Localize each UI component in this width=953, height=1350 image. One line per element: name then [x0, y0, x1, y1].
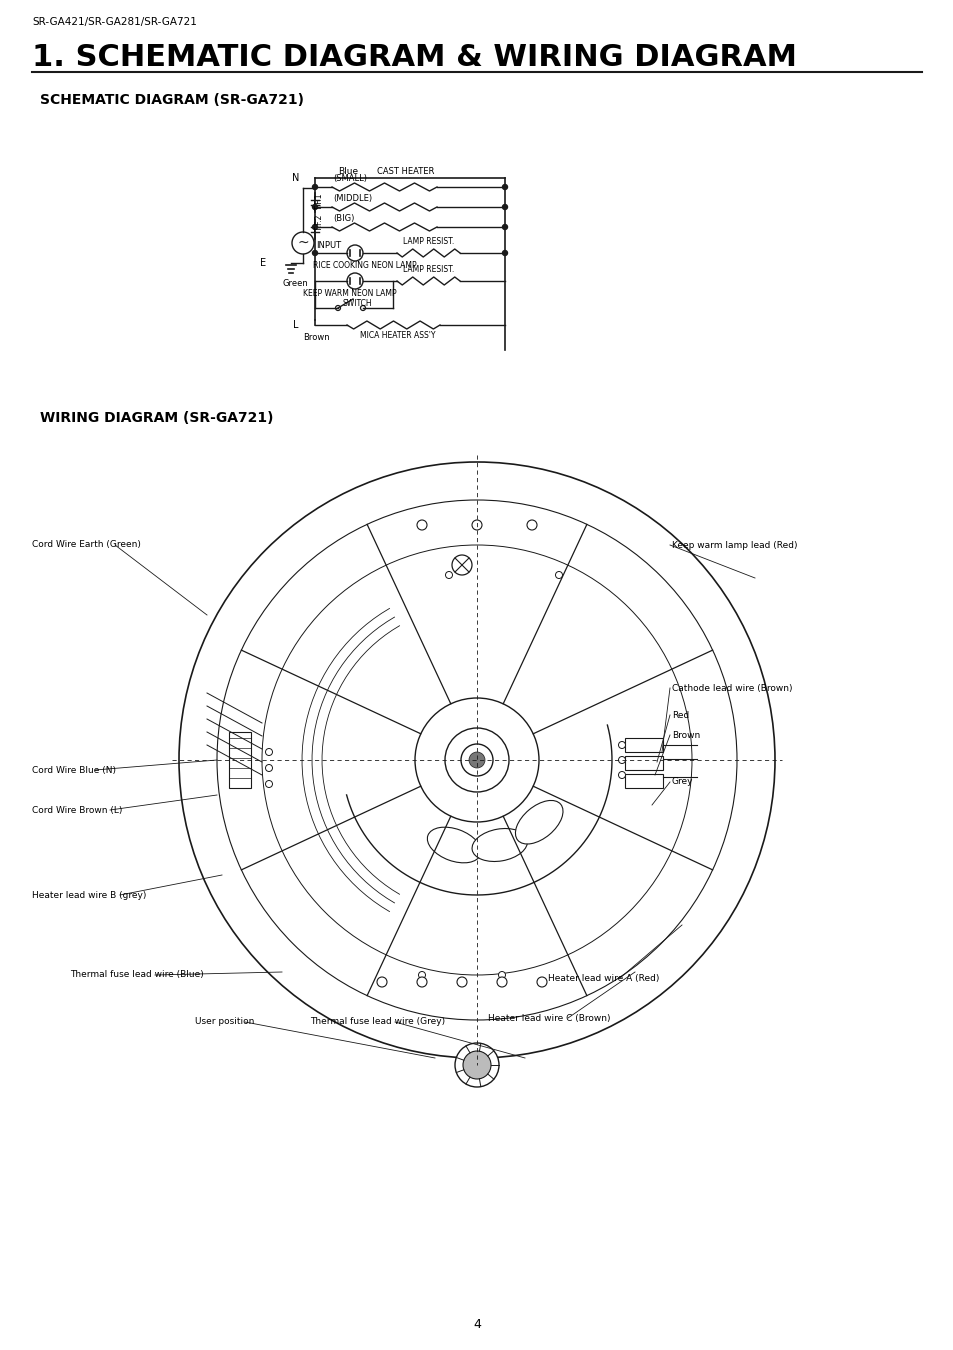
Circle shape — [416, 977, 427, 987]
Circle shape — [265, 764, 273, 771]
Text: 1. SCHEMATIC DIAGRAM & WIRING DIAGRAM: 1. SCHEMATIC DIAGRAM & WIRING DIAGRAM — [32, 43, 796, 73]
Text: E: E — [260, 258, 266, 269]
Circle shape — [313, 251, 317, 255]
Circle shape — [360, 305, 365, 310]
Text: ~: ~ — [297, 236, 309, 250]
Text: Brown: Brown — [671, 730, 700, 740]
Text: 4: 4 — [473, 1319, 480, 1331]
Bar — [229, 732, 251, 788]
Text: L: L — [294, 320, 298, 329]
Ellipse shape — [472, 829, 527, 861]
Circle shape — [502, 224, 507, 230]
Text: User position: User position — [194, 1018, 254, 1026]
Circle shape — [265, 748, 273, 756]
Text: Brown: Brown — [303, 333, 330, 343]
Text: Heater lead wire C (Brown): Heater lead wire C (Brown) — [488, 1014, 610, 1022]
Text: CAST HEATER: CAST HEATER — [376, 166, 434, 176]
Circle shape — [537, 977, 546, 987]
Circle shape — [456, 977, 467, 987]
Text: MICA HEATER ASS'Y: MICA HEATER ASS'Y — [359, 332, 435, 340]
Text: Red: Red — [671, 710, 688, 720]
Text: Green: Green — [283, 278, 309, 288]
Circle shape — [313, 185, 317, 189]
Circle shape — [445, 571, 452, 579]
Circle shape — [555, 571, 562, 579]
Bar — [624, 756, 662, 770]
Bar — [624, 774, 662, 788]
Text: Thermal fuse lead wire (Grey): Thermal fuse lead wire (Grey) — [310, 1018, 445, 1026]
Text: Cathode lead wire (Brown): Cathode lead wire (Brown) — [671, 683, 792, 693]
Text: RICE COOKING NEON LAMP: RICE COOKING NEON LAMP — [313, 261, 416, 270]
Circle shape — [292, 232, 314, 254]
Text: Cord Wire Blue (N): Cord Wire Blue (N) — [32, 765, 116, 775]
Text: Heater lead wire B (grey): Heater lead wire B (grey) — [32, 891, 146, 899]
Text: N: N — [292, 173, 298, 184]
Circle shape — [418, 972, 425, 979]
Bar — [624, 738, 662, 752]
Text: Heater lead wire A (Red): Heater lead wire A (Red) — [547, 973, 659, 983]
Text: Cord Wire Earth (Green): Cord Wire Earth (Green) — [32, 540, 141, 549]
Circle shape — [347, 273, 363, 289]
Circle shape — [262, 545, 691, 975]
Text: Blue: Blue — [337, 166, 357, 176]
Text: SR-GA421/SR-GA281/SR-GA721: SR-GA421/SR-GA281/SR-GA721 — [32, 18, 196, 27]
Text: (MIDDLE): (MIDDLE) — [333, 194, 372, 204]
Text: Thermal fuse lead wire (Blue): Thermal fuse lead wire (Blue) — [70, 971, 204, 980]
Text: Grey: Grey — [671, 778, 693, 787]
Circle shape — [526, 520, 537, 531]
Circle shape — [265, 780, 273, 787]
Circle shape — [179, 462, 774, 1058]
Circle shape — [472, 520, 481, 531]
Circle shape — [347, 244, 363, 261]
Circle shape — [216, 500, 737, 1021]
Text: KEEP WARM NEON LAMP: KEEP WARM NEON LAMP — [303, 289, 396, 297]
Circle shape — [335, 305, 340, 310]
Text: SWITCH: SWITCH — [342, 300, 372, 309]
Text: T.F.2  T.F.1: T.F.2 T.F.1 — [315, 193, 324, 231]
Circle shape — [498, 972, 505, 979]
Circle shape — [452, 555, 472, 575]
Circle shape — [455, 1044, 498, 1087]
Circle shape — [469, 752, 484, 768]
Circle shape — [462, 1052, 491, 1079]
Circle shape — [618, 756, 625, 764]
Text: Keep warm lamp lead (Red): Keep warm lamp lead (Red) — [671, 540, 797, 549]
Text: SCHEMATIC DIAGRAM (SR-GA721): SCHEMATIC DIAGRAM (SR-GA721) — [40, 93, 304, 107]
Text: LAMP RESIST.: LAMP RESIST. — [402, 236, 454, 246]
Circle shape — [502, 204, 507, 209]
Circle shape — [502, 185, 507, 189]
Ellipse shape — [427, 828, 480, 863]
Text: (SMALL): (SMALL) — [333, 174, 367, 184]
Circle shape — [313, 204, 317, 209]
Text: Cord Wire Brown (L): Cord Wire Brown (L) — [32, 806, 122, 814]
Circle shape — [460, 744, 493, 776]
Text: INPUT: INPUT — [315, 240, 341, 250]
Text: LAMP RESIST.: LAMP RESIST. — [402, 265, 454, 274]
Circle shape — [618, 771, 625, 779]
Circle shape — [444, 728, 509, 792]
Circle shape — [415, 698, 538, 822]
Circle shape — [502, 251, 507, 255]
Circle shape — [376, 977, 387, 987]
Circle shape — [618, 741, 625, 748]
Text: WIRING DIAGRAM (SR-GA721): WIRING DIAGRAM (SR-GA721) — [40, 410, 274, 425]
Circle shape — [416, 520, 427, 531]
Ellipse shape — [515, 801, 562, 844]
Text: (BIG): (BIG) — [333, 215, 354, 224]
Circle shape — [497, 977, 506, 987]
Circle shape — [313, 224, 317, 230]
